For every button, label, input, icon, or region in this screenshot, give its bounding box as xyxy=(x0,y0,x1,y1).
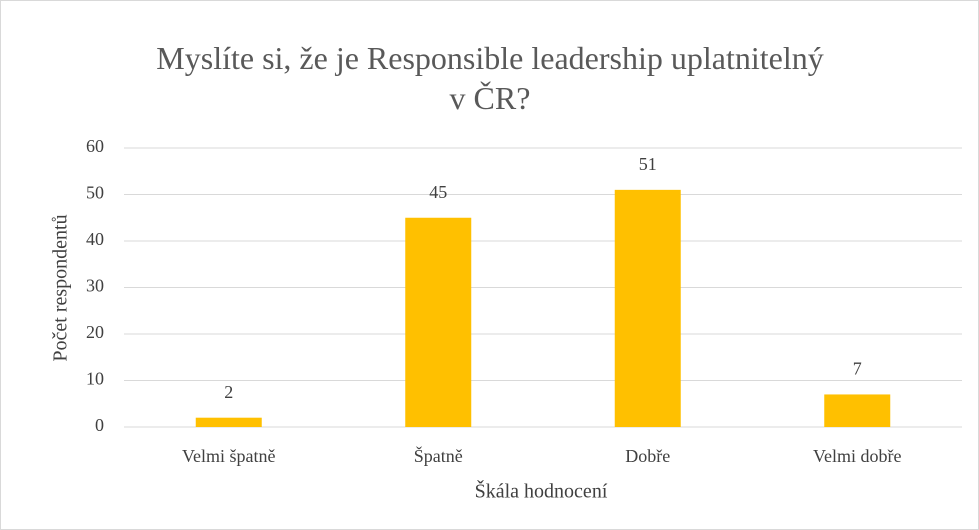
x-axis-label: Škála hodnocení xyxy=(475,479,608,503)
bar xyxy=(195,417,262,427)
y-axis-label: Počet respondentů xyxy=(50,214,72,361)
y-tick-label: 0 xyxy=(95,415,104,435)
data-label: 7 xyxy=(853,359,862,379)
y-tick-label: 50 xyxy=(86,183,104,203)
data-label: 51 xyxy=(639,154,657,174)
bar xyxy=(824,394,891,427)
y-tick-label: 40 xyxy=(86,229,104,249)
x-tick-label: Špatně xyxy=(414,445,463,466)
chart-title: Myslíte si, že je Responsible leadership… xyxy=(156,40,824,116)
y-tick-label: 60 xyxy=(86,136,104,156)
bar xyxy=(614,189,681,427)
data-label: 45 xyxy=(429,182,447,202)
x-tick-label: Velmi dobře xyxy=(813,446,901,466)
y-tick-label: 10 xyxy=(86,369,104,389)
x-tick-label: Dobře xyxy=(625,446,670,466)
data-label: 2 xyxy=(224,382,233,402)
y-tick-label: 20 xyxy=(86,322,104,342)
y-tick-label: 30 xyxy=(86,276,104,296)
x-tick-label: Velmi špatně xyxy=(182,446,275,466)
bar xyxy=(405,217,472,427)
